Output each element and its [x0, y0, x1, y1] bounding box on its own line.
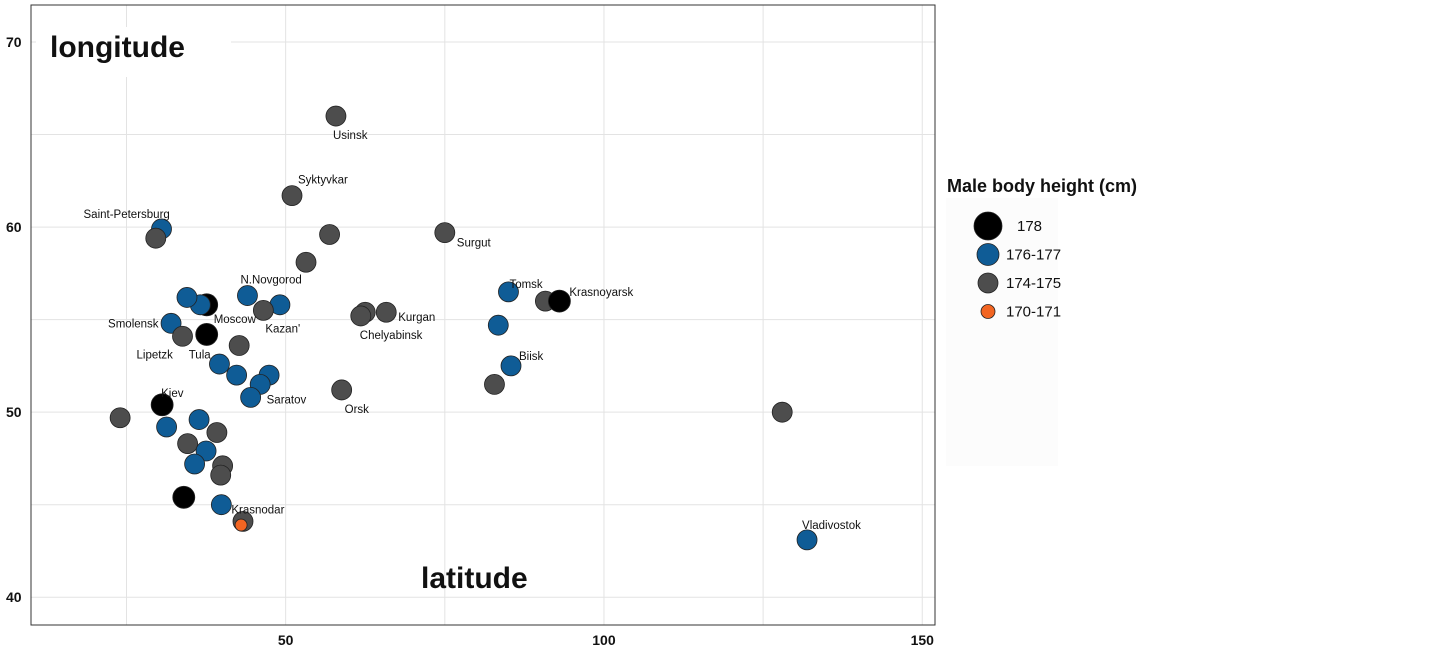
legend-swatch — [973, 211, 1003, 241]
point-label: Saint-Petersburg — [84, 209, 170, 221]
data-point — [226, 364, 248, 386]
x-tick-label: 100 — [592, 632, 616, 648]
point-label: Biisk — [519, 351, 544, 363]
data-point — [145, 227, 167, 249]
data-point — [252, 299, 274, 321]
data-point — [319, 224, 340, 245]
data-point — [325, 105, 347, 127]
y-tick-label: 70 — [6, 34, 22, 50]
point-label: Moscow — [214, 314, 257, 326]
data-point — [206, 422, 228, 443]
data-point — [498, 281, 519, 303]
point-label: Smolensk — [108, 318, 159, 330]
data-point — [209, 353, 230, 375]
y-tick-label: 50 — [6, 404, 22, 420]
point-label: Vladivostok — [802, 520, 861, 532]
data-point — [281, 185, 303, 207]
data-point — [295, 251, 317, 273]
legend-swatch — [976, 243, 1000, 266]
data-point — [176, 287, 198, 308]
point-label: Tula — [189, 349, 212, 361]
data-point — [195, 323, 219, 346]
data-point — [210, 494, 232, 516]
point-label: Kiev — [161, 388, 184, 400]
data-point — [184, 453, 206, 475]
data-point — [172, 325, 193, 347]
legend-swatch — [980, 304, 996, 319]
data-point — [240, 386, 262, 408]
legend-swatch — [977, 272, 999, 294]
data-point — [150, 393, 174, 417]
legend-background — [946, 198, 1058, 466]
data-point — [375, 301, 397, 323]
y-axis-label: longitude — [50, 31, 185, 64]
data-point — [500, 355, 522, 377]
legend: Male body height (cm) 178 176-177 174-175 1… — [946, 176, 1137, 466]
point-labels: Usinsk Syktyvkar Surgut Saint-Petersburg N.N… — [84, 130, 862, 532]
data-point — [177, 433, 199, 455]
data-point — [796, 529, 818, 551]
x-tick-label: 150 — [911, 632, 935, 648]
point-label: Usinsk — [333, 130, 368, 142]
point-label: Surgut — [457, 238, 492, 250]
x-axis-label: latitude — [421, 562, 528, 595]
axis-ticks: 50 100 150 40 50 60 70 — [6, 34, 934, 648]
data-point — [434, 222, 456, 244]
data-point — [210, 464, 232, 486]
point-label: Tomsk — [509, 279, 542, 291]
data-point — [109, 407, 131, 429]
legend-entry-label: 178 — [1017, 218, 1042, 235]
data-point — [487, 314, 509, 336]
data-points — [109, 105, 818, 551]
y-tick-label: 40 — [6, 589, 22, 605]
ylabel-background — [36, 27, 231, 77]
point-label: Kurgan — [398, 312, 435, 324]
x-tick-label: 50 — [278, 632, 294, 648]
data-point — [547, 289, 571, 313]
point-label: Syktyvkar — [298, 175, 348, 187]
data-point — [484, 374, 505, 395]
plot-border — [30, 4, 936, 626]
point-label: Krasnoyarsk — [569, 287, 633, 299]
data-point — [331, 379, 353, 401]
legend-entry-label: 170-171 — [1006, 304, 1061, 321]
legend-entry-label: 176-177 — [1006, 247, 1061, 264]
point-label: Orsk — [345, 404, 370, 416]
data-point — [228, 335, 250, 356]
data-point — [350, 305, 372, 327]
point-label: N.Novgorod — [240, 275, 301, 287]
data-point — [188, 409, 210, 430]
data-point — [771, 401, 793, 423]
data-point — [234, 518, 248, 532]
legend-title: Male body height (cm) — [947, 176, 1137, 196]
data-point — [156, 416, 178, 438]
point-label: Kazan' — [265, 323, 300, 335]
y-tick-label: 60 — [6, 219, 22, 235]
legend-entry-label: 174-175 — [1006, 275, 1061, 292]
point-label: Chelyabinsk — [360, 330, 423, 342]
data-point — [172, 485, 196, 509]
point-label: Lipetzk — [137, 349, 174, 361]
point-label: Saratov — [267, 394, 307, 406]
plot-panel — [31, 5, 935, 625]
data-point — [237, 285, 258, 306]
point-label: Krasnodar — [231, 505, 284, 517]
